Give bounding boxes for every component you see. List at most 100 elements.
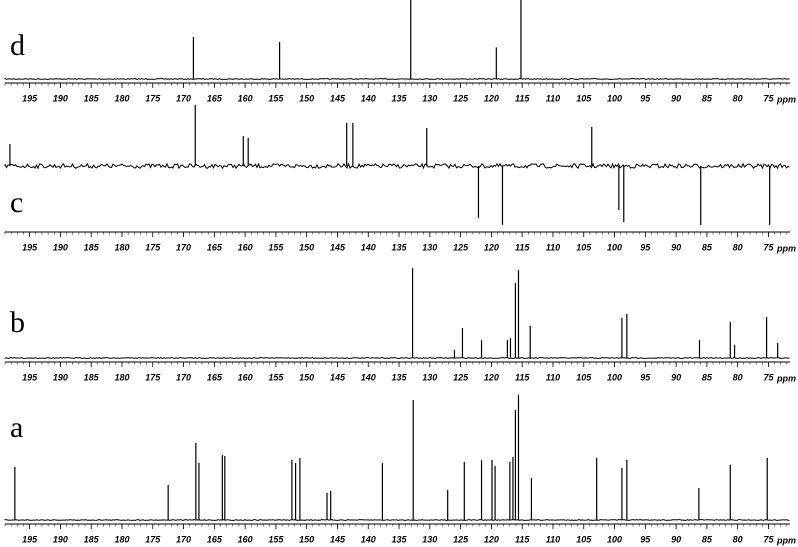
x-tick-label: 145 [330,242,346,252]
x-tick-label: 85 [702,534,713,544]
x-tick-label: 125 [453,93,469,103]
x-tick-label: 120 [484,242,499,252]
x-tick-label: 160 [238,534,253,544]
x-tick-label: 80 [733,534,743,544]
x-tick-label: 115 [515,93,530,103]
baseline [4,357,790,359]
x-tick-label: 90 [671,534,681,544]
x-tick-label: 190 [53,372,68,382]
x-tick-label: 155 [268,372,284,382]
x-tick-label: 195 [22,93,38,103]
x-tick-label: 95 [640,372,651,382]
x-tick-label: 185 [84,534,100,544]
x-tick-label: 155 [268,242,284,252]
x-tick-label: 75 [763,93,774,103]
x-tick-label: 135 [392,372,408,382]
x-tick-label: 95 [640,93,651,103]
panel-label: d [10,29,25,62]
x-tick-label: 165 [207,534,223,544]
x-tick-label: 125 [453,242,469,252]
x-tick-label: 150 [299,93,314,103]
x-tick-label: 145 [330,93,346,103]
x-tick-label: 80 [733,242,743,252]
x-tick-label: 180 [114,242,129,252]
x-tick-label: 95 [640,242,651,252]
x-tick-label: 80 [733,93,743,103]
x-tick-label: 150 [299,372,314,382]
x-tick-label: 190 [53,242,68,252]
x-tick-label: 130 [422,242,437,252]
x-tick-label: 105 [576,242,592,252]
x-tick-label: 140 [361,534,376,544]
x-tick-label: 135 [392,534,408,544]
x-tick-label: 115 [515,372,530,382]
x-tick-label: 180 [114,93,129,103]
x-tick-label: 160 [238,93,253,103]
x-tick-label: 135 [392,93,408,103]
x-tick-label: 100 [607,372,622,382]
x-tick-label: 85 [702,372,713,382]
x-tick-label: 125 [453,534,469,544]
x-tick-label: 165 [207,242,223,252]
x-tick-label: 125 [453,372,469,382]
x-tick-label: 185 [84,242,100,252]
x-tick-label: 165 [207,93,223,103]
baseline [4,77,790,80]
x-tick-label: 190 [53,534,68,544]
x-tick-label: 100 [607,93,622,103]
x-tick-label: 195 [22,534,38,544]
x-tick-label: 165 [207,372,223,382]
x-tick-label: 150 [299,534,314,544]
x-tick-label: 185 [84,93,100,103]
x-tick-label: 80 [733,372,743,382]
x-tick-label: 85 [702,242,713,252]
x-tick-label: 95 [640,534,651,544]
x-tick-label: 170 [176,242,191,252]
panel-label: b [10,306,25,339]
x-tick-label: 140 [361,242,376,252]
x-tick-label: 90 [671,242,681,252]
x-tick-label: 155 [268,534,284,544]
x-tick-label: 105 [576,534,592,544]
x-tick-label: 195 [22,242,38,252]
x-axis-label: ppm [776,94,796,104]
x-tick-label: 140 [361,372,376,382]
x-tick-label: 140 [361,93,376,103]
x-tick-label: 130 [422,93,437,103]
x-axis-label: ppm [776,373,796,383]
x-axis-label: ppm [776,535,796,545]
x-tick-label: 105 [576,93,592,103]
x-tick-label: 85 [702,93,713,103]
x-tick-label: 75 [763,534,774,544]
panel-label: a [10,411,23,444]
x-tick-label: 175 [145,534,161,544]
x-tick-label: 170 [176,534,191,544]
x-tick-label: 105 [576,372,592,382]
x-tick-label: 75 [763,242,774,252]
x-tick-label: 110 [546,242,560,252]
x-tick-label: 120 [484,93,499,103]
x-tick-label: 180 [114,372,129,382]
x-tick-label: 110 [546,534,560,544]
x-tick-label: 120 [484,372,499,382]
x-tick-label: 190 [53,93,68,103]
x-tick-label: 75 [763,372,774,382]
x-tick-label: 185 [84,372,100,382]
x-tick-label: 100 [607,534,622,544]
x-tick-label: 90 [671,93,681,103]
x-tick-label: 145 [330,372,346,382]
x-tick-label: 175 [145,372,161,382]
x-tick-label: 110 [546,372,560,382]
x-tick-label: 150 [299,242,314,252]
x-tick-label: 160 [238,242,253,252]
x-tick-label: 170 [176,372,191,382]
x-tick-label: 130 [422,534,437,544]
x-tick-label: 180 [114,534,129,544]
x-tick-label: 100 [607,242,622,252]
x-tick-label: 120 [484,534,499,544]
baseline [4,162,790,170]
x-tick-label: 160 [238,372,253,382]
x-tick-label: 155 [268,93,284,103]
x-tick-label: 90 [671,372,681,382]
